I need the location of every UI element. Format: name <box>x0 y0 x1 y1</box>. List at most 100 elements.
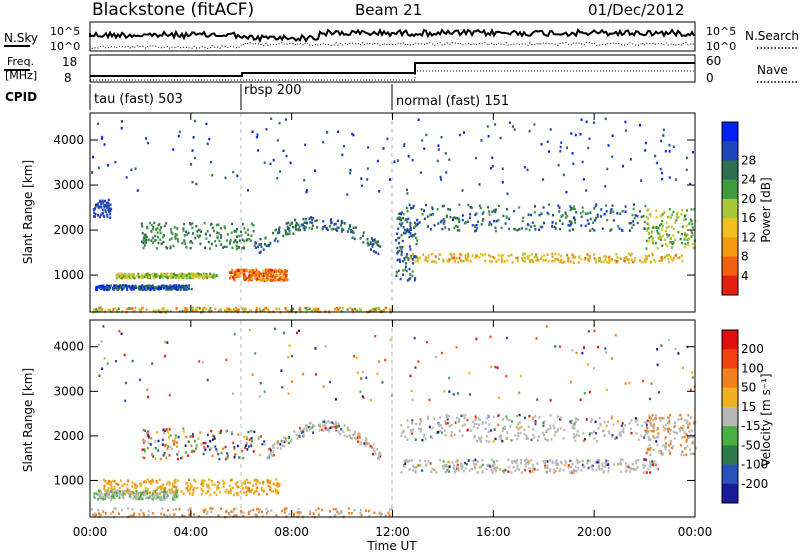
velocity-cell-1585 <box>682 425 685 428</box>
power-cell-1714 <box>358 307 361 311</box>
power-cell-1441 <box>188 222 191 225</box>
power-cell-1679 <box>302 223 304 227</box>
power-cell-1015 <box>586 253 589 256</box>
velocity-cell-676 <box>573 423 576 427</box>
velocity-cell-1670 <box>687 414 690 417</box>
velocity-cell-1036 <box>161 498 164 501</box>
power-cell-1476 <box>153 239 156 243</box>
velocity-cell-1630 <box>650 429 653 433</box>
velocity-cell-1074 <box>250 437 253 440</box>
velocity-cell-614 <box>427 417 429 420</box>
power-cell-2256 <box>689 182 692 186</box>
power-cell-1298 <box>564 216 567 219</box>
velocity-cell-48 <box>110 484 113 488</box>
velocity-cell-872 <box>603 434 606 438</box>
velocity-cell-571 <box>408 459 411 462</box>
velocity-cell-404 <box>529 470 531 473</box>
velocity-cell-334 <box>649 465 652 468</box>
velocity-cell-873 <box>610 417 613 420</box>
power-cell-1958 <box>400 248 403 251</box>
power-cell-1681 <box>310 216 312 219</box>
power-cell-1259 <box>516 229 519 232</box>
power-cell-1854 <box>186 307 189 310</box>
power-cell-1884 <box>314 307 317 311</box>
velocity-cell-281 <box>216 484 219 488</box>
velocity-cell-1780 <box>374 335 377 338</box>
power-cell-774 <box>237 269 240 273</box>
velocity-cell-304 <box>644 464 646 468</box>
power-cell-1384 <box>196 230 199 233</box>
velocity-cell-1246 <box>287 436 290 440</box>
power-cell-2035 <box>658 224 661 227</box>
freq-unit-label: [MHz] <box>5 69 37 82</box>
velocity-cell-1052 <box>115 491 118 495</box>
velocity-cell-993 <box>113 495 115 498</box>
power-cell-830 <box>546 253 549 256</box>
velocity-cell-585 <box>642 466 645 470</box>
power-cell-1894 <box>266 308 269 311</box>
power-cell-1424 <box>223 245 226 248</box>
power-cell-2227 <box>571 152 574 155</box>
velocity-cell-1445 <box>315 508 318 512</box>
power-cell-1284 <box>479 206 482 210</box>
velocity-cell-1110 <box>185 451 188 454</box>
velocity-cell-1149 <box>154 447 157 450</box>
power-cell-2293 <box>685 168 688 172</box>
power-cell-546 <box>255 270 257 273</box>
velocity-cell-926 <box>164 491 167 494</box>
power-cell-871 <box>647 254 650 257</box>
velocity-cell-43 <box>158 478 161 482</box>
power-cell-843 <box>495 260 498 263</box>
power-cell-2041 <box>654 226 657 229</box>
power-cell-975 <box>450 253 453 256</box>
power-cell-693 <box>239 268 242 272</box>
velocity-cell-93 <box>243 480 246 483</box>
power-cell-1524 <box>217 223 220 226</box>
power-cell-1688 <box>278 228 281 231</box>
power-cell-1426 <box>142 246 145 250</box>
power-cell-1466 <box>183 239 186 242</box>
power-cell-2120 <box>684 231 686 235</box>
power-cell-1569 <box>282 234 285 238</box>
velocity-cell-105 <box>200 488 203 491</box>
velocity-cell-35 <box>124 492 127 496</box>
velocity-cell-964 <box>155 493 158 497</box>
power-cell-1359 <box>93 211 96 214</box>
velocity-cell-1699 <box>324 345 327 348</box>
power-cell-1940 <box>409 228 412 232</box>
power-cell-1721 <box>191 309 194 313</box>
velocity-cell-1228 <box>358 436 361 439</box>
velocity-cell-1790 <box>291 380 293 383</box>
power-cell-1948 <box>405 262 408 265</box>
power-cell-1118 <box>569 208 572 212</box>
power-cell-1420 <box>162 240 165 244</box>
velocity-cell-1301 <box>281 444 284 447</box>
power-cell-814 <box>554 258 557 261</box>
velocity-cell-752 <box>543 420 546 423</box>
power-cell-1663 <box>373 250 375 253</box>
velocity-cell-792 <box>412 428 415 431</box>
velocity-cell-1179 <box>222 447 225 450</box>
velocity-cell-328 <box>607 460 610 463</box>
power-cell-1401 <box>181 241 184 245</box>
power-cell-1769 <box>373 310 376 313</box>
velocity-cell-869 <box>635 432 638 435</box>
power-cell-1984 <box>406 279 409 282</box>
power-cell-434 <box>213 275 216 279</box>
power-cell-1505 <box>162 236 165 239</box>
power-cell-2050 <box>685 209 688 212</box>
power-cell-1127 <box>594 204 597 208</box>
velocity-cell-1209 <box>227 454 229 457</box>
velocity-cell-775 <box>630 419 633 422</box>
power-cell-1429 <box>168 238 171 241</box>
velocity-cell-638 <box>476 426 479 430</box>
velocity-cell-1201 <box>245 442 248 445</box>
power-cell-2268 <box>445 171 448 174</box>
power-cell-150 <box>151 284 154 287</box>
velocity-cell-1189 <box>234 453 237 456</box>
power-cell-965 <box>600 260 603 263</box>
velocity-cell-1120 <box>166 447 169 451</box>
power-cell-1031 <box>530 253 533 256</box>
velocity-cell-655 <box>624 424 627 427</box>
power-cell-1982 <box>415 242 418 246</box>
